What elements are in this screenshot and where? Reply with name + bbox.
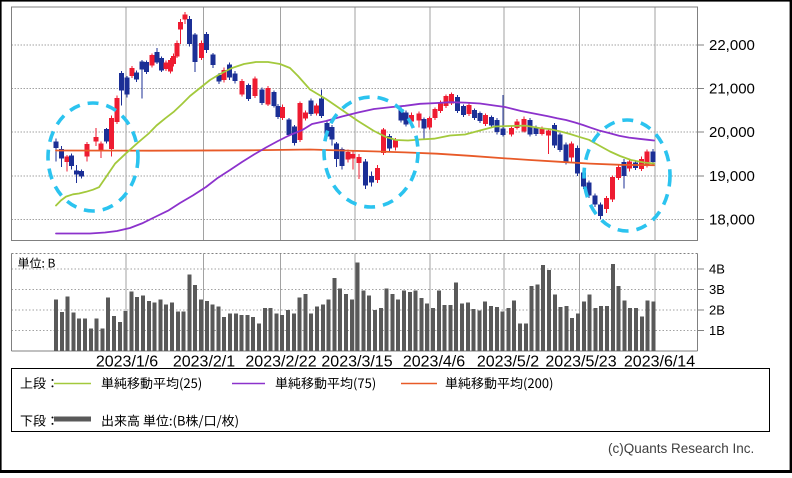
svg-text:1B: 1B <box>709 323 725 338</box>
svg-text:2023/6/14: 2023/6/14 <box>624 354 695 371</box>
svg-text:2023/3/15: 2023/3/15 <box>321 354 392 371</box>
svg-text:21,000: 21,000 <box>709 81 755 98</box>
svg-text:2023/5/23: 2023/5/23 <box>545 354 616 371</box>
svg-text:2023/1/6: 2023/1/6 <box>96 354 158 371</box>
svg-text:20,000: 20,000 <box>709 124 755 141</box>
svg-text:22,000: 22,000 <box>709 37 755 54</box>
svg-text:3B: 3B <box>709 282 725 297</box>
svg-text:2023/4/6: 2023/4/6 <box>403 354 465 371</box>
svg-text:2023/2/1: 2023/2/1 <box>173 354 235 371</box>
svg-text:2023/5/2: 2023/5/2 <box>477 354 539 371</box>
svg-text:(c)Quants Research Inc.: (c)Quants Research Inc. <box>608 441 754 456</box>
svg-text:2B: 2B <box>709 303 725 318</box>
svg-text:19,000: 19,000 <box>709 168 755 185</box>
svg-text:4B: 4B <box>709 262 725 277</box>
svg-text:2023/2/22: 2023/2/22 <box>245 354 316 371</box>
svg-text:18,000: 18,000 <box>709 211 755 228</box>
